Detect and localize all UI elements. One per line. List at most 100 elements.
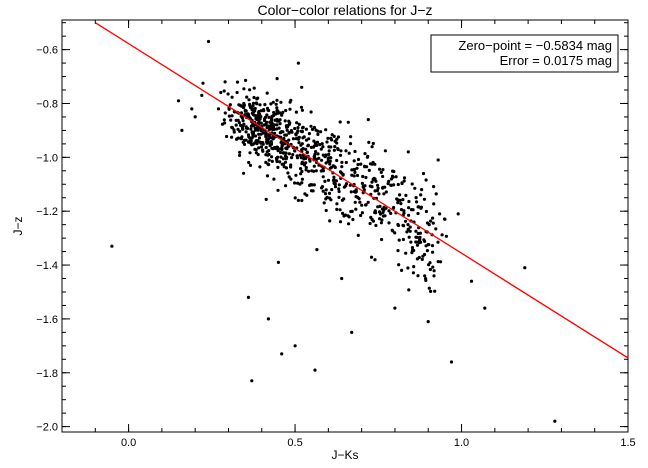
- data-point: [320, 142, 324, 146]
- data-point: [296, 136, 300, 140]
- data-point: [335, 137, 339, 141]
- data-point: [287, 138, 291, 142]
- data-point: [311, 189, 315, 193]
- data-point: [254, 140, 258, 144]
- data-point: [200, 93, 204, 97]
- data-point: [246, 133, 251, 137]
- data-point: [456, 212, 460, 216]
- x-axis-label: J−Ks: [331, 448, 358, 462]
- data-point: [403, 219, 408, 223]
- data-point: [399, 202, 403, 206]
- data-point: [364, 203, 368, 207]
- data-point: [303, 192, 307, 196]
- data-point: [483, 306, 487, 310]
- data-point: [407, 206, 411, 210]
- data-point: [279, 151, 283, 155]
- data-point: [301, 136, 305, 140]
- data-point: [402, 224, 406, 228]
- data-point: [245, 126, 249, 130]
- data-point: [424, 209, 428, 214]
- data-point: [342, 214, 346, 218]
- data-point: [436, 158, 440, 162]
- data-point: [235, 90, 239, 95]
- data-point: [426, 242, 430, 247]
- data-point: [236, 127, 240, 131]
- y-tick-label: −1.6: [36, 314, 58, 326]
- data-point: [438, 212, 442, 216]
- data-point: [180, 128, 184, 132]
- data-point: [287, 119, 291, 123]
- data-point: [396, 201, 400, 205]
- data-point: [381, 174, 385, 179]
- data-point: [332, 182, 337, 186]
- data-point: [409, 208, 414, 212]
- data-point: [293, 126, 297, 131]
- data-point: [328, 156, 332, 160]
- data-point: [331, 164, 335, 168]
- data-point: [275, 77, 279, 81]
- data-point: [347, 215, 351, 219]
- data-point: [338, 208, 342, 212]
- data-point: [391, 169, 395, 173]
- data-point: [360, 203, 364, 207]
- data-point: [293, 149, 297, 153]
- data-point: [314, 169, 318, 173]
- data-point: [402, 209, 406, 213]
- data-point: [235, 137, 239, 141]
- data-point: [242, 138, 246, 142]
- data-point: [523, 266, 527, 270]
- data-point: [407, 235, 411, 239]
- data-point: [338, 153, 343, 157]
- data-point: [373, 258, 377, 262]
- data-point: [279, 155, 283, 159]
- data-point: [338, 170, 343, 174]
- x-tick-label: 0.0: [121, 437, 136, 449]
- x-axis-ticks: 0.0 0.5 1.0 1.5: [61, 20, 636, 449]
- data-point: [257, 136, 262, 140]
- data-point: [379, 170, 383, 174]
- data-point: [289, 98, 293, 102]
- data-point: [284, 184, 288, 188]
- data-point: [278, 160, 282, 164]
- data-point: [373, 189, 377, 193]
- data-point: [356, 162, 360, 167]
- data-point: [396, 249, 400, 253]
- data-point: [376, 186, 380, 190]
- data-point: [304, 138, 309, 142]
- data-point: [264, 122, 268, 126]
- data-point: [322, 201, 326, 205]
- data-point: [324, 188, 328, 192]
- data-point: [374, 211, 378, 215]
- data-point: [378, 212, 383, 216]
- data-point: [286, 171, 290, 175]
- data-point: [250, 108, 254, 112]
- data-point: [258, 117, 262, 121]
- data-point: [324, 128, 328, 132]
- data-point: [354, 207, 358, 211]
- y-axis-label: J−z: [11, 216, 25, 235]
- data-point: [321, 145, 325, 149]
- data-point: [289, 129, 293, 133]
- data-point: [247, 98, 251, 102]
- data-point: [235, 80, 240, 84]
- data-point: [429, 289, 433, 293]
- data-point: [300, 177, 304, 181]
- data-point: [337, 183, 341, 187]
- data-point: [283, 133, 287, 137]
- data-point: [410, 251, 414, 255]
- data-point: [340, 276, 344, 281]
- data-point: [312, 183, 316, 187]
- data-point: [339, 149, 343, 153]
- data-point: [300, 85, 304, 89]
- data-point: [426, 320, 430, 324]
- data-point: [425, 221, 430, 225]
- y-tick-label: −0.6: [36, 45, 58, 57]
- data-point: [439, 260, 443, 264]
- data-point: [406, 223, 410, 227]
- data-point: [366, 118, 370, 122]
- data-point: [223, 111, 227, 115]
- data-point: [244, 109, 248, 113]
- data-point: [407, 213, 411, 217]
- data-point: [352, 159, 356, 163]
- data-point: [226, 92, 230, 96]
